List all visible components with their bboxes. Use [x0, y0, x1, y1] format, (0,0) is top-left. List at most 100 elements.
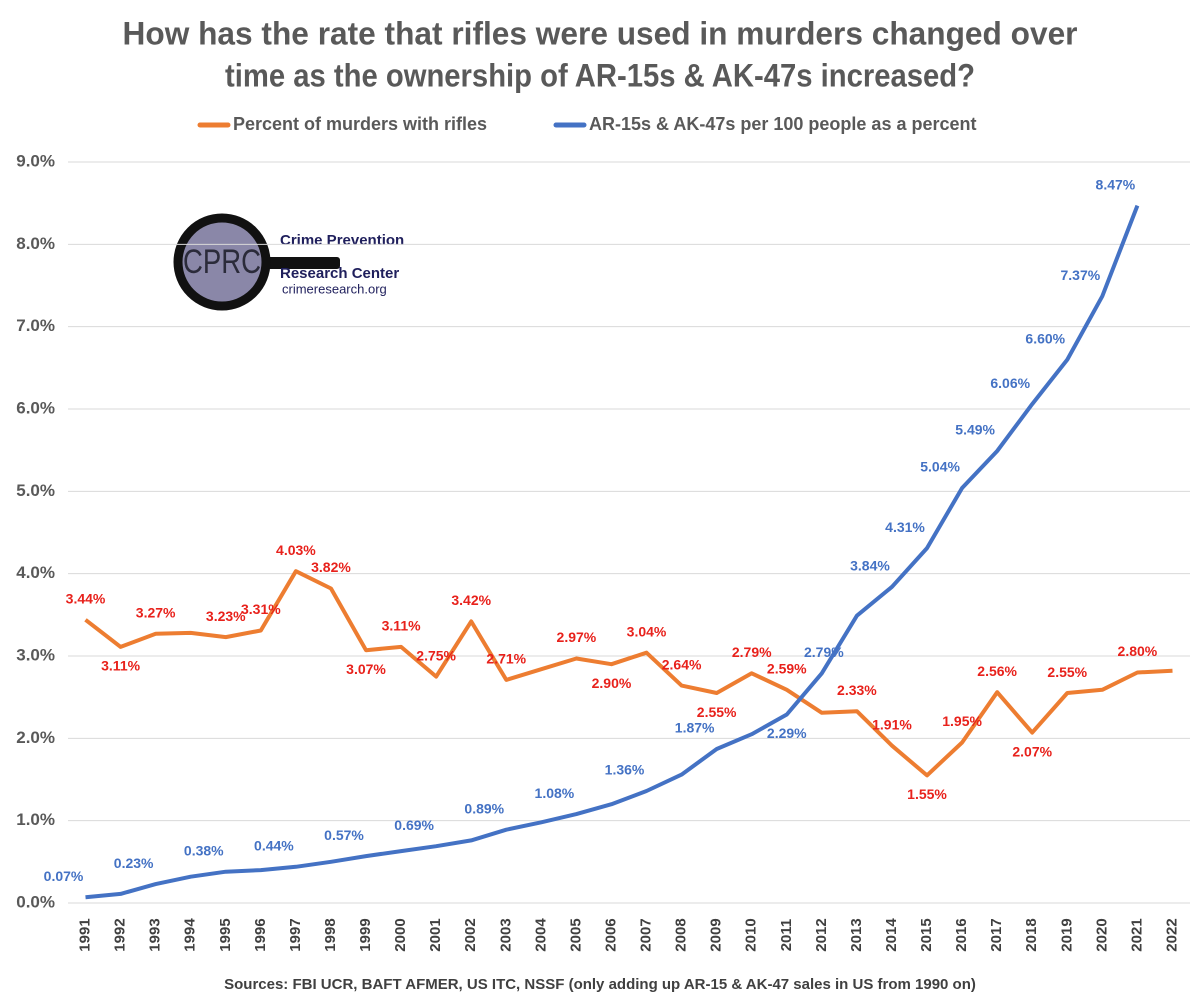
- data-label: 2.79%: [732, 644, 772, 660]
- data-label: 0.23%: [114, 855, 154, 871]
- data-label: 3.23%: [206, 608, 246, 624]
- data-label: 2.97%: [557, 629, 597, 645]
- chart-title: time as the ownership of AR-15s & AK-47s…: [225, 57, 975, 93]
- data-label: 0.44%: [254, 837, 294, 853]
- logo-handle: [250, 257, 340, 269]
- y-tick-label: 0.0%: [16, 892, 55, 911]
- data-label: 2.80%: [1118, 643, 1158, 659]
- x-tick-label: 2020: [1093, 918, 1110, 951]
- x-tick-label: 1993: [147, 918, 164, 951]
- data-label: 1.55%: [907, 786, 947, 802]
- data-label: 3.82%: [311, 559, 351, 575]
- x-tick-label: 2006: [602, 918, 619, 951]
- data-label: 1.91%: [872, 716, 912, 732]
- x-tick-label: 1998: [322, 918, 339, 951]
- y-tick-label: 9.0%: [16, 151, 55, 170]
- x-tick-label: 2010: [743, 918, 760, 951]
- data-label: 3.27%: [136, 604, 176, 620]
- data-label: 0.07%: [44, 868, 84, 884]
- x-tick-label: 1992: [112, 918, 129, 951]
- x-tick-label: 2017: [988, 918, 1005, 951]
- data-label: 2.07%: [1012, 743, 1052, 759]
- logo: CPRC Crime Prevention Research Center cr…: [173, 213, 404, 311]
- x-tick-label: 1997: [287, 918, 304, 951]
- data-label: 2.55%: [1047, 664, 1087, 680]
- x-tick-label: 1995: [217, 918, 234, 951]
- y-tick-label: 2.0%: [16, 728, 55, 747]
- logo-lens: [173, 213, 271, 311]
- data-label: 4.03%: [276, 542, 316, 558]
- y-tick-label: 1.0%: [16, 810, 55, 829]
- data-label: 6.60%: [1025, 330, 1065, 346]
- x-tick-label: 2015: [918, 918, 935, 951]
- data-label: 3.84%: [850, 558, 890, 574]
- data-label: 2.79%: [804, 644, 844, 660]
- data-label: 3.04%: [627, 623, 667, 639]
- data-label: 2.56%: [977, 663, 1017, 679]
- logo-url: crimeresearch.org: [282, 281, 387, 296]
- data-label: 8.47%: [1096, 176, 1136, 192]
- chart-title: How has the rate that rifles were used i…: [123, 15, 1078, 51]
- logo-text: Research Center: [280, 265, 399, 282]
- data-label: 5.04%: [920, 459, 960, 475]
- data-label: 2.64%: [662, 656, 702, 672]
- data-label: 6.06%: [990, 375, 1030, 391]
- y-tick-label: 3.0%: [16, 645, 55, 664]
- x-tick-label: 2019: [1058, 918, 1075, 951]
- data-label: 2.71%: [486, 651, 526, 667]
- x-tick-label: 2021: [1128, 918, 1145, 951]
- data-label: 5.49%: [955, 422, 995, 438]
- data-label: 3.11%: [382, 618, 421, 634]
- x-tick-label: 2008: [673, 918, 690, 951]
- data-label: 0.69%: [394, 817, 434, 833]
- x-tick-label: 2007: [638, 918, 655, 951]
- data-label: 3.11%: [101, 658, 140, 674]
- data-label: 1.36%: [605, 762, 645, 778]
- data-label: 3.44%: [66, 590, 106, 606]
- x-tick-label: 2001: [427, 918, 444, 951]
- x-tick-label: 1996: [252, 918, 269, 951]
- x-tick-label: 1999: [357, 918, 374, 951]
- series-line: [84, 569, 1173, 778]
- data-label: 1.08%: [535, 785, 575, 801]
- data-label: 4.31%: [885, 519, 925, 535]
- x-tick-label: 1994: [182, 918, 199, 952]
- x-tick-label: 2011: [778, 919, 795, 952]
- data-label: 7.37%: [1060, 267, 1100, 283]
- legend-label: Percent of murders with rifles: [233, 114, 487, 134]
- legend-label: AR-15s & AK-47s per 100 people as a perc…: [589, 114, 977, 134]
- y-tick-label: 5.0%: [16, 481, 55, 500]
- data-label: 3.07%: [346, 661, 386, 677]
- data-label: 3.31%: [241, 601, 281, 617]
- x-tick-label: 2014: [883, 918, 900, 952]
- data-label: 2.55%: [697, 704, 737, 720]
- data-label: 2.33%: [837, 682, 877, 698]
- series-line: [85, 204, 1140, 900]
- data-label: 3.42%: [451, 592, 491, 608]
- x-tick-label: 2004: [532, 918, 549, 952]
- x-tick-label: 2000: [392, 918, 409, 951]
- data-label: 1.95%: [942, 713, 982, 729]
- y-tick-label: 6.0%: [16, 398, 55, 417]
- x-tick-label: 2013: [848, 918, 865, 951]
- x-tick-label: 2005: [567, 918, 584, 951]
- x-tick-label: 2022: [1163, 918, 1180, 951]
- y-tick-label: 7.0%: [16, 316, 55, 335]
- data-label: 1.87%: [675, 720, 715, 736]
- y-tick-label: 4.0%: [16, 563, 55, 582]
- x-tick-label: 2016: [953, 918, 970, 951]
- y-tick-label: 8.0%: [16, 234, 55, 253]
- grid: [68, 161, 1190, 904]
- x-tick-label: 2003: [497, 918, 514, 951]
- logo-mark: CPRC: [183, 243, 261, 281]
- x-tick-label: 2002: [462, 918, 479, 951]
- x-tick-label: 2012: [813, 918, 830, 951]
- data-label: 0.89%: [464, 800, 504, 816]
- data-label: 2.75%: [416, 647, 456, 663]
- x-tick-label: 2009: [708, 918, 725, 951]
- data-label: 2.29%: [767, 725, 807, 741]
- logo-text: Crime Prevention: [280, 232, 404, 249]
- data-label: 0.38%: [184, 842, 224, 858]
